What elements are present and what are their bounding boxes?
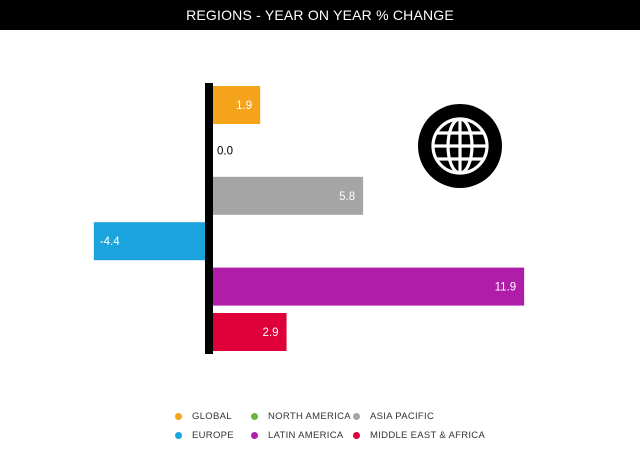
legend-item: GLOBAL (175, 407, 251, 426)
legend-swatch (353, 413, 360, 420)
legend-label: ASIA PACIFIC (370, 411, 435, 422)
legend-swatch (175, 413, 182, 420)
legend-swatch (251, 413, 258, 420)
data-label-europe: -4.4 (100, 236, 120, 248)
legend-swatch (175, 432, 182, 439)
data-label-middle-east-africa: 2.9 (263, 327, 279, 339)
bar-middle-east-africa (210, 313, 287, 351)
chart-title: REGIONS - YEAR ON YEAR % CHANGE (0, 0, 640, 30)
bar-asia-pacific (210, 176, 364, 215)
legend-swatch (353, 432, 360, 439)
legend-item: LATIN AMERICA (251, 426, 353, 445)
data-label-north-america: 0.0 (217, 145, 233, 157)
legend-item: NORTH AMERICA (251, 407, 353, 426)
data-label-latin-america: 11.9 (495, 282, 517, 294)
chart-legend: GLOBAL NORTH AMERICA ASIA PACIFIC EUROPE… (175, 407, 493, 445)
legend-label: GLOBAL (192, 411, 232, 422)
bar-latin-america (210, 267, 525, 306)
legend-swatch (251, 432, 258, 439)
zero-axis (205, 83, 213, 354)
bar-chart: 1.9 0.0 5.8 -4.4 11.9 2.9 (93, 83, 525, 354)
globe-icon (418, 104, 502, 188)
data-label-asia-pacific: 5.8 (339, 191, 355, 203)
data-label-global: 1.9 (236, 100, 252, 112)
legend-label: NORTH AMERICA (268, 411, 351, 422)
legend-item: MIDDLE EAST & AFRICA (353, 426, 493, 445)
legend-item: ASIA PACIFIC (353, 407, 493, 426)
bar-europe (93, 222, 210, 261)
bar-global (210, 86, 261, 124)
legend-label: MIDDLE EAST & AFRICA (370, 430, 486, 441)
legend-label: LATIN AMERICA (268, 430, 344, 441)
legend-label: EUROPE (192, 430, 234, 441)
legend-item: EUROPE (175, 426, 251, 445)
